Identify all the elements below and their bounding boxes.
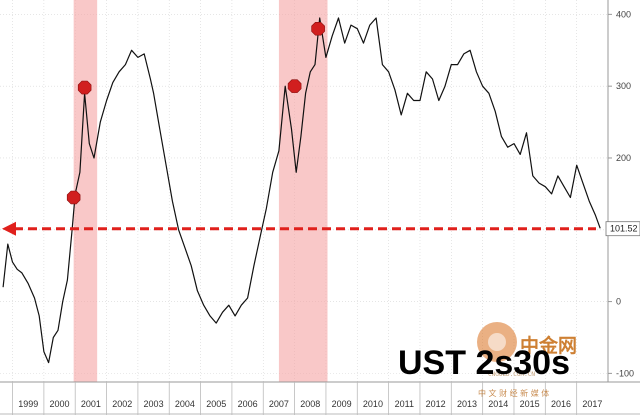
x-tick-label: 2006 <box>238 399 258 409</box>
chart-title: UST 2s30s <box>398 344 570 382</box>
x-tick-label: 2008 <box>300 399 320 409</box>
y-tick-label: 0 <box>616 297 621 307</box>
reference-arrow-head <box>2 221 16 236</box>
x-tick-label: 1999 <box>18 399 38 409</box>
x-tick-label: 2000 <box>50 399 70 409</box>
x-tick-label: 2016 <box>551 399 571 409</box>
x-tick-label: 2003 <box>144 399 164 409</box>
x-tick-label: 2009 <box>332 399 352 409</box>
x-tick-label: 2013 <box>457 399 477 409</box>
x-tick-label: 2002 <box>112 399 132 409</box>
event-marker <box>311 21 325 36</box>
last-value-label: 101.52 <box>610 224 638 234</box>
x-tick-label: 2015 <box>520 399 540 409</box>
last-value-box <box>605 221 640 237</box>
x-tick-label: 2014 <box>488 399 508 409</box>
y-tick-label: 200 <box>616 153 631 163</box>
x-tick-label: 2001 <box>81 399 101 409</box>
x-tick-label: 2011 <box>395 399 414 409</box>
shaded-periods <box>73 0 328 382</box>
x-tick-label: 2017 <box>582 399 602 409</box>
x-tick-label: 2007 <box>269 399 289 409</box>
watermark-logo: 中金网 CNGOLD.COM.CN 中 文 财 经 新 媒 体 <box>477 322 577 398</box>
event-marker <box>77 80 92 95</box>
x-tick-label: 2005 <box>206 399 226 409</box>
watermark-url: CNGOLD.COM.CN <box>488 371 535 378</box>
y-tick-label: 300 <box>616 81 631 91</box>
event-marker <box>66 190 81 205</box>
last-value-group: 101.52 <box>605 221 640 237</box>
event-marker <box>287 79 302 93</box>
shaded-period <box>278 0 328 382</box>
markers-group <box>66 21 325 205</box>
x-tick-label: 2010 <box>363 399 383 409</box>
watermark-chinese-text: 中金网 <box>520 334 577 357</box>
y-tick-label: 400 <box>616 9 631 19</box>
x-tick-label: 2012 <box>426 399 446 409</box>
y-tick-labels: 400 300 200 0 -100 <box>616 9 634 378</box>
watermark-subtitle: 中 文 财 经 新 媒 体 <box>478 388 549 398</box>
reference-line-group <box>2 221 596 236</box>
x-tick-label: 2004 <box>175 399 195 409</box>
y-tick-label: -100 <box>616 368 634 378</box>
watermark-logo-inner <box>488 333 506 351</box>
shaded-period <box>73 0 98 382</box>
x-tick-labels: 1999 2000 2001 2002 2003 2004 2005 2006 2007 2008… <box>18 399 602 409</box>
